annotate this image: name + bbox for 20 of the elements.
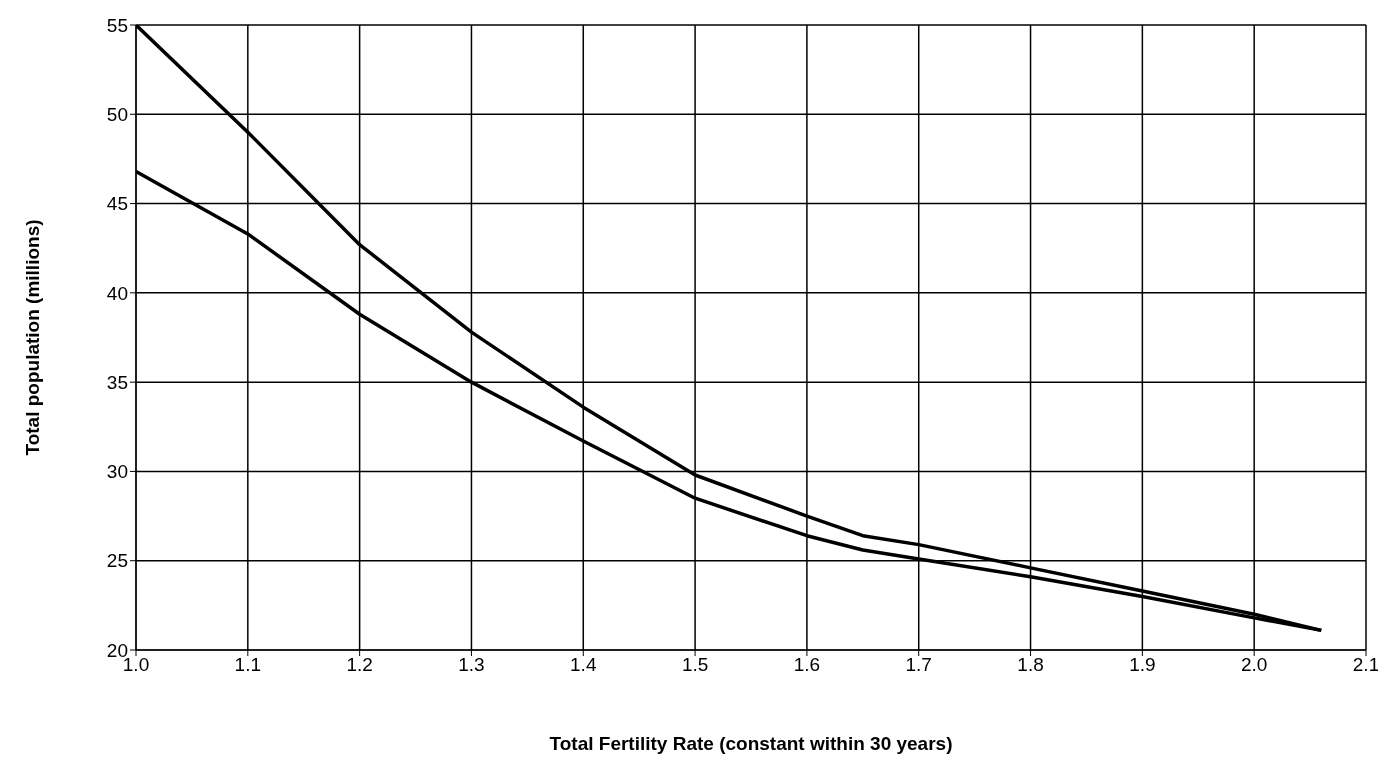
y-tick-label: 35 (106, 371, 128, 393)
x-axis-title: Total Fertility Rate (constant within 30 years) (549, 733, 953, 754)
x-tick-label: 1.7 (905, 654, 932, 676)
x-tick-label: 2.0 (1240, 654, 1268, 676)
x-tick-label: 1.4 (570, 654, 597, 676)
x-tick-label: 1.5 (681, 654, 709, 676)
y-tick-label: 45 (106, 193, 128, 215)
y-tick-label: 50 (106, 104, 128, 126)
y-tick-label: 55 (106, 14, 128, 36)
x-tick-label: 1.3 (458, 654, 485, 676)
y-tick-label: 30 (106, 461, 128, 483)
y-tick-label: 40 (106, 282, 128, 304)
x-tick-label: 1.8 (1017, 654, 1044, 676)
y-tick-label: 25 (106, 550, 128, 572)
x-tick-label: 1.6 (793, 654, 821, 676)
x-tick-label: 1.1 (234, 654, 262, 676)
x-tick-label: 2.1 (1352, 654, 1380, 676)
x-tick-label: 1.2 (346, 654, 373, 676)
y-axis-title: Total population (millions) (21, 219, 43, 456)
x-tick-label: 1.9 (1129, 654, 1156, 676)
